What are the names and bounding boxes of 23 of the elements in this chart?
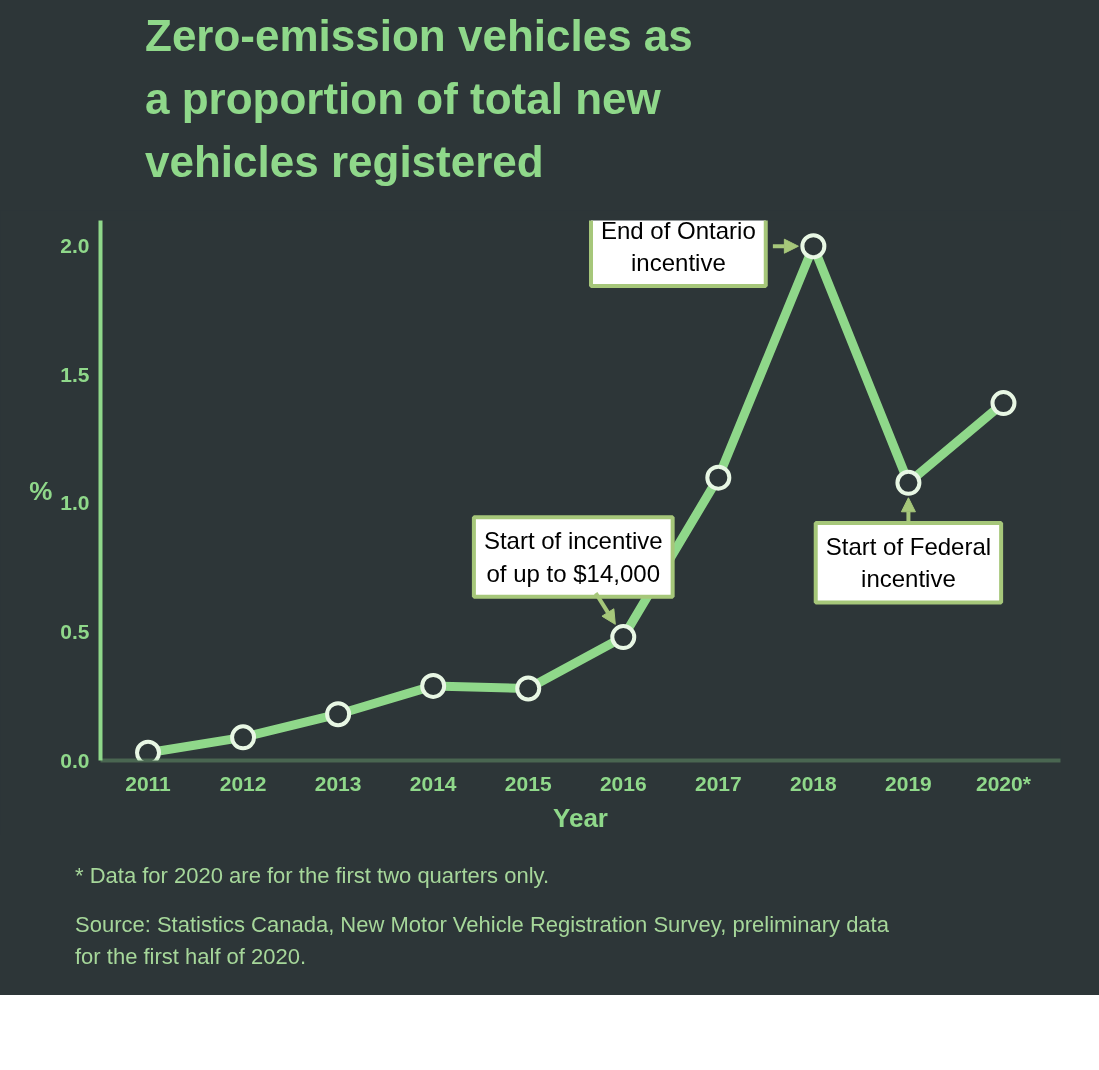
y-tick-label: 0.0 (60, 748, 90, 772)
x-tick-label: 2012 (219, 771, 267, 795)
y-tick-label: 2.0 (60, 234, 90, 258)
source-note: Source: Statistics Canada, New Motor Vehicle Registration Survey, preliminary data for the first half of 2020. (75, 911, 890, 971)
text: * Data for 2020 are for the first two quarters only. (75, 862, 551, 890)
x-tick-label: 2014 (409, 771, 457, 795)
x-tick-label: 2013 (314, 771, 362, 795)
y-axis-title: % (29, 475, 53, 506)
x-axis-title: Year (553, 802, 608, 833)
x-tick-label: 2016 (599, 771, 647, 795)
x-tick-label: 2011 (125, 771, 172, 795)
annotation: End of Ontario incentive (600, 216, 756, 276)
x-tick-label: 2015 (504, 771, 552, 795)
annotation: Start of incentive of up to $14,000 (483, 527, 663, 587)
x-tick-label: 2019 (885, 771, 932, 795)
x-tick-label: 2018 (790, 771, 838, 795)
y-tick-label: 1.0 (60, 491, 90, 515)
annotation: Start of Federal incentive (825, 533, 992, 593)
x-tick-label: 2020* (976, 771, 1032, 795)
x-tick-label: 2017 (694, 771, 742, 795)
y-tick-label: 0.5 (60, 619, 90, 643)
chart-title: Zero-emission vehicles as a proportion of total new vehicles registered (145, 10, 693, 188)
y-tick-label: 1.5 (60, 362, 90, 386)
